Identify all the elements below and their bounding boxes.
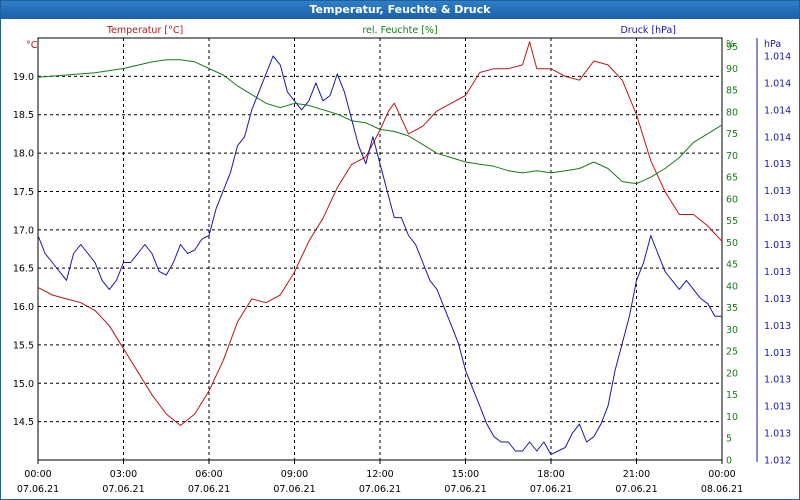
pressure-tick-label: 1.013 [764, 402, 791, 413]
x-tick-time: 15:00 [452, 469, 479, 480]
x-tick-time: 00:00 [24, 469, 51, 480]
x-tick-date: 07.06.21 [17, 484, 59, 495]
pressure-tick-label: 1.013 [764, 186, 791, 197]
x-tick-date: 07.06.21 [444, 484, 486, 495]
temp-tick-label: 19.0 [13, 72, 34, 83]
pressure-tick-label: 1.013 [764, 213, 791, 224]
humidity-tick-label: 50 [726, 238, 738, 249]
humidity-tick-label: 30 [726, 325, 738, 336]
pressure-tick-label: 1.014 [764, 105, 791, 116]
humidity-tick-label: 60 [726, 194, 738, 205]
x-tick-date: 07.06.21 [273, 484, 315, 495]
humidity-tick-label: 10 [726, 412, 738, 423]
humidity-tick-label: 35 [726, 303, 738, 314]
humidity-tick-label: 55 [726, 216, 738, 227]
humidity-tick-label: 20 [726, 368, 738, 379]
temp-tick-label: 18.5 [13, 110, 34, 121]
pressure-tick-label: 1.013 [764, 429, 791, 440]
humidity-tick-label: 15 [726, 390, 738, 401]
series-line-pressure [37, 55, 722, 456]
humidity-tick-label: 90 [726, 64, 738, 75]
legend-humidity: rel. Feuchte [%] [362, 25, 437, 36]
legend-temperature: Temperatur [°C] [106, 25, 183, 36]
temp-tick-label: 16.0 [13, 302, 34, 313]
temp-tick-label: 15.5 [13, 340, 34, 351]
humidity-tick-label: 0 [726, 456, 732, 467]
x-tick-date: 07.06.21 [530, 484, 572, 495]
series-layer [37, 41, 723, 456]
grid-lines [37, 38, 758, 464]
pressure-tick-label: hPa [764, 39, 781, 50]
temp-tick-label: 14.5 [13, 417, 34, 428]
temp-tick-label: 18.0 [13, 149, 34, 160]
pressure-tick-label: 1.013 [764, 348, 791, 359]
humidity-tick-label: 85 [726, 86, 738, 97]
x-tick-time: 03:00 [110, 469, 137, 480]
pressure-tick-label: 1.013 [764, 240, 791, 251]
series-line-temperature [37, 41, 723, 426]
pressure-tick-label: 1.013 [764, 267, 791, 278]
temp-tick-label: 17.5 [13, 187, 34, 198]
x-tick-time: 12:00 [366, 469, 393, 480]
humidity-tick-label: 40 [726, 281, 738, 292]
temp-axis-unit: °C [26, 40, 38, 51]
axes-labels: 00:00 07.06.21 03:00 07.06.21 06:00 07.06.21 0… [13, 25, 791, 495]
x-tick-date: 07.06.21 [188, 484, 230, 495]
humidity-tick-label: 80 [726, 107, 738, 118]
humidity-tick-label: 95 [726, 42, 738, 53]
humidity-tick-label: 5 [726, 434, 732, 445]
temp-tick-label: 16.5 [13, 264, 34, 275]
pressure-tick-label: 1.014 [764, 132, 791, 143]
pressure-tick-label: 1.013 [764, 321, 791, 332]
humidity-tick-label: 45 [726, 260, 738, 271]
window-title: Temperatur, Feuchte & Druck [1, 1, 799, 19]
pressure-tick-label: 1.013 [764, 159, 791, 170]
x-tick-date: 07.06.21 [359, 484, 401, 495]
humidity-tick-label: 70 [726, 151, 738, 162]
series-line-humidity [37, 59, 723, 185]
legend-pressure: Druck [hPa] [620, 25, 676, 36]
humidity-tick-label: 75 [726, 129, 738, 140]
humidity-tick-label: 25 [726, 347, 738, 358]
x-tick-time: 21:00 [623, 469, 650, 480]
x-tick-date: 07.06.21 [102, 484, 144, 495]
temp-tick-label: 17.0 [13, 225, 34, 236]
pressure-tick-label: 1.012 [764, 456, 791, 467]
pressure-tick-label: 1.014 [764, 78, 791, 89]
pressure-tick-label: 1.013 [764, 375, 791, 386]
x-tick-time: 06:00 [195, 469, 222, 480]
pressure-tick-label: 1.013 [764, 294, 791, 305]
temp-tick-label: 15.0 [13, 379, 34, 390]
x-tick-date: 08.06.21 [701, 484, 743, 495]
pressure-tick-label: 1.014 [764, 51, 791, 62]
x-tick-time: 00:00 [708, 469, 735, 480]
humidity-tick-label: % [726, 39, 735, 50]
x-tick-time: 18:00 [537, 469, 564, 480]
humidity-tick-label: 65 [726, 173, 738, 184]
x-tick-date: 07.06.21 [615, 484, 657, 495]
x-tick-time: 09:00 [281, 469, 308, 480]
